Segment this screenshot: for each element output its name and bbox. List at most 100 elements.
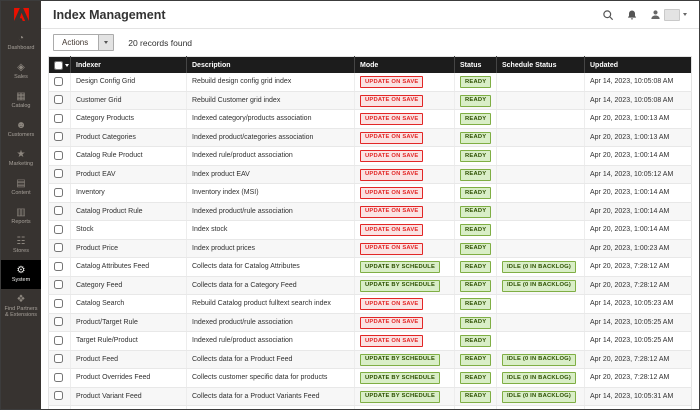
stores-icon: ☷: [16, 236, 26, 247]
updated-cell: Apr 20, 2023, 7:28:12 AM: [584, 257, 692, 277]
mode-cell: UPDATE ON SAVE: [354, 183, 455, 203]
indexer-cell: Product Price: [70, 239, 187, 258]
mode-cell: UPDATE ON SAVE: [354, 165, 455, 184]
row-checkbox[interactable]: [54, 317, 63, 327]
select-cell: [48, 165, 71, 184]
sidebar-item-content[interactable]: ▤ Content: [1, 173, 41, 202]
sales-icon: ◈: [17, 62, 25, 73]
row-checkbox[interactable]: [54, 372, 63, 382]
schedule-status-badge: IDLE (0 IN BACKLOG): [502, 353, 577, 366]
updated-cell: Apr 20, 2023, 7:28:12 AM: [584, 350, 692, 369]
row-checkbox[interactable]: [54, 169, 63, 179]
sidebar-item-label: Catalog: [11, 103, 31, 109]
find-partners-icon: ❖: [16, 294, 26, 305]
schedule-status-cell: IDLE (0 IN BACKLOG): [496, 350, 585, 369]
select-cell: [48, 350, 71, 369]
mode-badge: UPDATE ON SAVE: [360, 316, 424, 329]
select-options-caret-icon[interactable]: [65, 63, 69, 67]
status-badge: READY: [460, 261, 492, 273]
status-cell: READY: [454, 165, 497, 184]
mode-badge: UPDATE BY SCHEDULE: [360, 372, 441, 384]
select-cell: [48, 331, 71, 351]
select-all-checkbox[interactable]: [54, 60, 63, 70]
sidebar-item-customers[interactable]: ☻ Customers: [1, 115, 41, 144]
updated-cell: Apr 20, 2023, 1:00:13 AM: [584, 128, 692, 147]
status-cell: READY: [454, 276, 497, 295]
column-header[interactable]: Schedule Status: [496, 56, 585, 73]
customers-icon: ☻: [15, 120, 27, 131]
column-header[interactable]: Description: [186, 56, 355, 73]
sidebar-item-stores[interactable]: ☷ Stores: [1, 231, 41, 260]
updated-cell: Apr 20, 2023, 1:00:14 AM: [584, 146, 692, 166]
select-cell: [48, 183, 71, 203]
row-checkbox[interactable]: [54, 224, 63, 234]
row-checkbox[interactable]: [54, 280, 63, 290]
description-cell: Indexed product/categories association: [186, 128, 355, 147]
sidebar-item-catalog[interactable]: ▦ Catalog: [1, 86, 41, 115]
indexer-cell: Stock: [70, 220, 187, 240]
description-cell: Inventory index (MSI): [186, 183, 355, 203]
schedule-status-cell: IDLE (0 IN BACKLOG): [496, 276, 585, 295]
sidebar-item-reports[interactable]: ▥ Reports: [1, 202, 41, 231]
sidebar-item-system[interactable]: ⚙ System: [1, 260, 41, 289]
schedule-status-cell: [496, 405, 585, 409]
mode-cell: UPDATE ON SAVE: [354, 128, 455, 147]
schedule-status-badge: IDLE (0 IN BACKLOG): [502, 372, 577, 384]
mode-badge: UPDATE BY SCHEDULE: [360, 279, 441, 292]
row-checkbox[interactable]: [54, 150, 63, 160]
row-checkbox[interactable]: [54, 354, 63, 364]
column-header[interactable]: Indexer: [70, 56, 187, 73]
column-header[interactable]: Mode: [354, 56, 455, 73]
indexer-cell: Catalog Rule Product: [70, 146, 187, 166]
table-row: Catalog Product Rule Indexed product/rule…: [48, 202, 692, 221]
system-icon: ⚙: [16, 265, 26, 276]
mode-cell: UPDATE ON SAVE: [354, 202, 455, 221]
sidebar-item-marketing[interactable]: ★ Marketing: [1, 144, 41, 173]
adobe-commerce-logo[interactable]: [1, 1, 41, 28]
description-cell: Index sales rule: [186, 405, 355, 409]
indexer-cell: Catalog Search: [70, 294, 187, 314]
row-checkbox[interactable]: [54, 132, 63, 142]
status-badge: READY: [460, 279, 492, 292]
row-checkbox[interactable]: [54, 243, 63, 253]
table-row: Product Variant Feed Collects data for a …: [48, 387, 692, 406]
column-header[interactable]: Status: [454, 56, 497, 73]
mode-badge: UPDATE ON SAVE: [360, 150, 424, 162]
updated-cell: Apr 20, 2023, 7:28:12 AM: [584, 368, 692, 388]
select-cell: [48, 313, 71, 332]
sidebar-item-sales[interactable]: ◈ Sales: [1, 57, 41, 86]
notifications-bell-icon[interactable]: [626, 9, 638, 21]
search-icon[interactable]: [602, 9, 614, 21]
status-cell: READY: [454, 331, 497, 351]
row-checkbox[interactable]: [54, 206, 63, 216]
account-menu[interactable]: [650, 8, 687, 21]
row-checkbox[interactable]: [54, 261, 63, 271]
row-checkbox[interactable]: [54, 95, 63, 105]
column-header[interactable]: Updated: [584, 56, 692, 73]
status-cell: READY: [454, 91, 497, 110]
row-checkbox[interactable]: [54, 187, 63, 197]
schedule-status-cell: [496, 73, 585, 92]
row-checkbox[interactable]: [54, 391, 63, 401]
status-badge: READY: [460, 150, 492, 162]
status-cell: READY: [454, 368, 497, 388]
status-badge: READY: [460, 94, 492, 107]
row-checkbox[interactable]: [54, 298, 63, 308]
table-row: Category Feed Collects data for a Categor…: [48, 276, 692, 295]
status-badge: READY: [460, 224, 492, 236]
sidebar-item-dashboard[interactable]: ◔ Dashboard: [1, 28, 41, 57]
actions-dropdown[interactable]: Actions: [53, 34, 115, 51]
schedule-status-cell: [496, 220, 585, 240]
status-badge: READY: [460, 298, 492, 310]
row-checkbox[interactable]: [54, 76, 63, 86]
updated-cell: Apr 14, 2023, 10:05:31 AM: [584, 405, 692, 409]
mode-cell: UPDATE ON SAVE: [354, 91, 455, 110]
mode-badge: UPDATE ON SAVE: [360, 113, 424, 125]
status-badge: READY: [460, 242, 492, 255]
row-checkbox[interactable]: [54, 113, 63, 123]
marketing-icon: ★: [16, 149, 26, 160]
row-checkbox[interactable]: [54, 335, 63, 345]
chevron-down-icon: [104, 41, 109, 44]
sidebar-item-find-partners[interactable]: ❖ Find Partners & Extensions: [1, 289, 41, 324]
indexer-cell: Product Overrides Feed: [70, 368, 187, 388]
